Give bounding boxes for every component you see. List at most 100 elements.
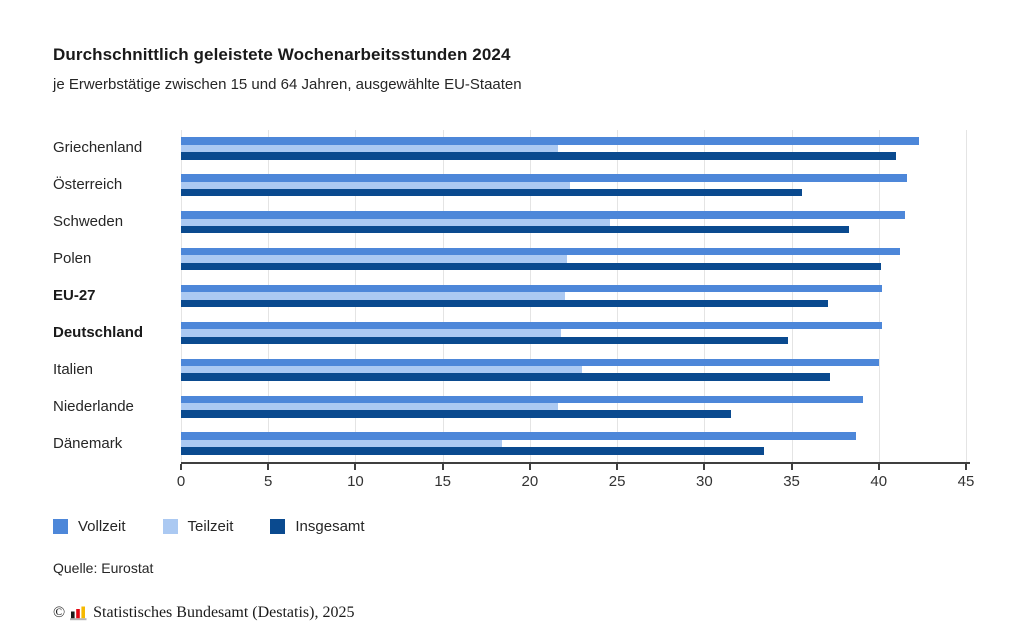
bar-teilzeit <box>181 439 502 448</box>
category-label: Niederlande <box>53 397 134 415</box>
tick-label-10: 10 <box>347 473 364 491</box>
bar-insgesamt <box>181 152 897 160</box>
tick-mark-10 <box>354 464 357 471</box>
tick-label-40: 40 <box>870 473 888 491</box>
gridline-30 <box>704 130 706 462</box>
bar-group <box>181 395 966 418</box>
bar-insgesamt <box>181 225 850 234</box>
bar-group <box>181 432 966 455</box>
gridline-45 <box>966 130 967 462</box>
bar-group <box>181 211 966 234</box>
bar-group <box>181 321 966 344</box>
copyright-symbol: © <box>53 604 66 622</box>
source-note: Quelle: Eurostat <box>53 560 154 577</box>
category-label: Österreich <box>53 176 123 194</box>
tick-label-45: 45 <box>957 473 975 491</box>
x-axis-ticks: 0 5 10 15 20 25 30 35 40 45 <box>177 464 974 492</box>
bar-group <box>181 137 966 160</box>
category-label: Deutschland <box>53 323 144 341</box>
chart-row-6: Italien <box>53 351 974 388</box>
chart-row-8: Dänemark <box>53 425 974 462</box>
bar-vollzeit <box>181 174 907 182</box>
tick-label-30: 30 <box>695 473 713 491</box>
chart-row-5: Deutschland <box>53 314 974 351</box>
bar-vollzeit <box>181 321 883 330</box>
chart-row-1: Österreich <box>53 167 974 204</box>
bar-insgesamt <box>181 336 789 344</box>
bar-teilzeit <box>181 181 570 190</box>
copyright-text: Statistisches Bundesamt (Destatis), 2025 <box>93 604 355 622</box>
chart-row-2: Schweden <box>53 204 974 241</box>
bar-insgesamt <box>181 262 881 271</box>
tick-mark-45 <box>965 464 967 471</box>
category-label: Dänemark <box>53 434 123 452</box>
legend-item-teilzeit: Teilzeit <box>162 518 234 536</box>
bar-vollzeit <box>181 284 883 293</box>
page: Durchschnittlich geleistete Wochenarbeit… <box>53 45 974 622</box>
bar-vollzeit <box>181 395 864 403</box>
tick-mark-15 <box>441 464 444 471</box>
tick-label-20: 20 <box>521 473 539 491</box>
bar-group <box>181 174 966 197</box>
bar-vollzeit <box>181 358 879 367</box>
bar-vollzeit <box>181 248 900 256</box>
tick-label-0: 0 <box>176 473 186 491</box>
bar-vollzeit <box>181 432 857 440</box>
tick-mark-0 <box>180 464 182 471</box>
bar-teilzeit <box>181 366 583 374</box>
gridline-40 <box>878 130 880 462</box>
bar-insgesamt <box>181 447 764 455</box>
legend-swatch-icon <box>53 519 68 535</box>
bar-teilzeit <box>181 218 611 226</box>
legend-label: Insgesamt <box>295 518 365 536</box>
bar-group <box>181 284 966 308</box>
tick-mark-20 <box>528 464 531 471</box>
bar-insgesamt <box>181 189 803 197</box>
bar-vollzeit <box>181 211 905 219</box>
bar-vollzeit <box>181 137 919 145</box>
chart-row-0: Griechenland <box>53 130 974 167</box>
bar-group <box>181 248 966 271</box>
bar-chart: Griechenland Österreich Schweden Polen EU-27… <box>53 130 974 492</box>
legend-swatch-icon <box>162 519 178 535</box>
tick-label-35: 35 <box>783 473 800 491</box>
category-label: Italien <box>53 360 94 378</box>
bar-teilzeit <box>181 292 565 300</box>
chart-title: Durchschnittlich geleistete Wochenarbeit… <box>53 45 511 64</box>
bar-insgesamt <box>181 410 731 418</box>
legend-swatch-icon <box>270 519 286 535</box>
bar-teilzeit <box>181 255 567 263</box>
legend-item-insgesamt: Insgesamt <box>270 518 365 536</box>
legend-item-vollzeit: Vollzeit <box>53 518 126 535</box>
chart-row-7: Niederlande <box>53 388 974 425</box>
tick-label-5: 5 <box>264 473 273 491</box>
tick-mark-25 <box>616 464 619 471</box>
gridline-35 <box>791 130 793 462</box>
category-label: Schweden <box>53 213 124 231</box>
legend-label: Teilzeit <box>187 518 234 536</box>
tick-mark-5 <box>267 464 270 471</box>
bar-insgesamt <box>181 299 829 308</box>
category-label: EU-27 <box>53 287 96 304</box>
bar-teilzeit <box>181 144 558 153</box>
tick-mark-30 <box>703 464 706 471</box>
legend: Vollzeit Teilzeit Insgesamt <box>53 518 974 535</box>
chart-rows: Griechenland Österreich Schweden Polen EU-27… <box>53 130 974 462</box>
bar-teilzeit <box>181 402 558 411</box>
x-axis-line <box>181 462 970 465</box>
tick-mark-35 <box>790 464 793 471</box>
bar-group <box>181 358 966 381</box>
bar-teilzeit <box>181 329 562 337</box>
tick-label-15: 15 <box>434 473 451 491</box>
category-label: Polen <box>53 250 92 268</box>
tick-label-25: 25 <box>608 473 626 491</box>
chart-subtitle: je Erwerbstätige zwischen 15 und 64 Jahr… <box>53 76 522 93</box>
legend-label: Vollzeit <box>78 518 126 536</box>
footer: © Statistisches Bundesamt (Destatis), 20… <box>53 604 974 622</box>
bar-insgesamt <box>181 373 830 381</box>
destatis-logo-icon <box>70 606 87 621</box>
category-label: Griechenland <box>53 139 143 157</box>
chart-row-4: EU-27 <box>53 278 974 315</box>
tick-mark-40 <box>877 464 880 471</box>
gridline-25 <box>617 130 619 462</box>
